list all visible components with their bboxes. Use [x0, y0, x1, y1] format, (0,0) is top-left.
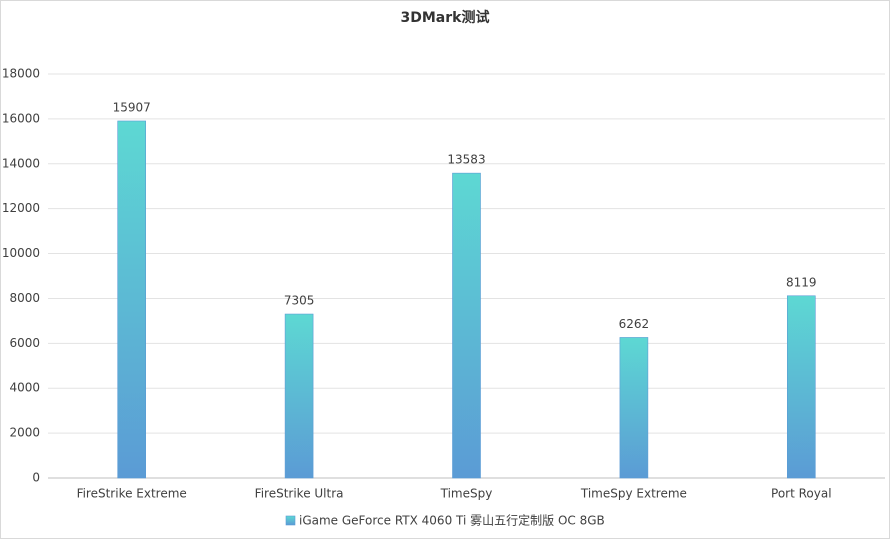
y-tick-label: 18000	[2, 67, 40, 81]
y-tick-label: 10000	[2, 246, 40, 260]
x-tick-label: FireStrike Ultra	[255, 487, 344, 501]
legend-swatch	[285, 515, 296, 526]
data-label: 6262	[619, 317, 650, 331]
x-tick-label: FireStrike Extreme	[77, 487, 187, 501]
bar	[452, 172, 481, 479]
x-tick-label: Port Royal	[771, 487, 832, 501]
data-label: 13583	[447, 153, 485, 167]
y-tick-label: 12000	[2, 201, 40, 215]
x-tick-label: TimeSpy Extreme	[580, 487, 687, 501]
y-tick-label: 8000	[9, 291, 40, 305]
y-tick-label: 14000	[2, 156, 40, 170]
chart-title: 3DMark测试	[401, 9, 490, 26]
x-tick-label: TimeSpy	[440, 487, 493, 501]
data-label: 8119	[786, 275, 817, 289]
y-tick-label: 6000	[9, 336, 40, 350]
bar	[786, 295, 816, 479]
y-tick-label: 2000	[9, 426, 40, 440]
data-label: 7305	[284, 294, 315, 308]
bar	[117, 120, 146, 479]
y-tick-label: 16000	[2, 111, 40, 125]
bar	[619, 337, 649, 479]
data-label: 15907	[113, 100, 151, 114]
y-tick-label: 4000	[9, 381, 40, 395]
legend-label: iGame GeForce RTX 4060 Ti 雾山五行定制版 OC 8GB	[299, 513, 605, 528]
y-tick-label: 0	[32, 471, 40, 485]
bar	[284, 313, 314, 479]
